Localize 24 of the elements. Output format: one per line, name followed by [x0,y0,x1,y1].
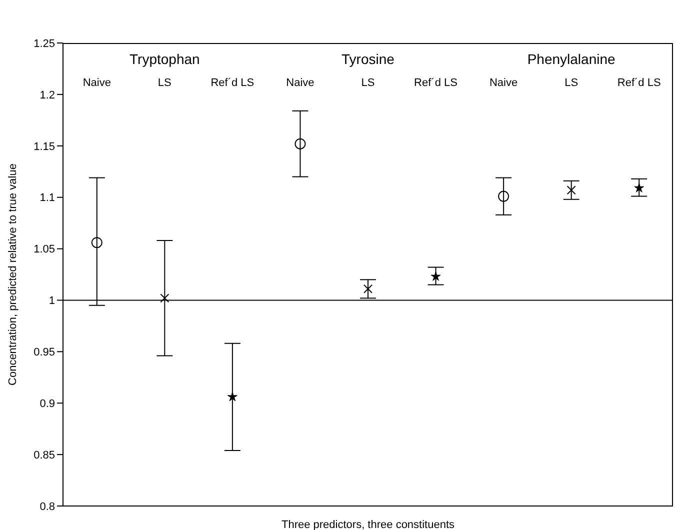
annotation: LS [360,77,376,89]
annotation: Phenylalanine [526,51,616,67]
annotation: Tryptophan [128,51,201,67]
annotation: Ref´d LS [413,77,458,89]
annotation: Naive [488,77,519,89]
y-tick-label: 0.95 [34,346,55,359]
annotation: Naive [285,77,316,89]
annotation: Naive [82,77,112,89]
y-axis-title: Concentration, predicted relative to true value [6,164,19,386]
annotation: Tyrosine [340,51,396,67]
annotation: LS [156,77,172,89]
y-tick-label: 1.15 [34,140,55,153]
y-tick-label: 1.25 [34,38,55,50]
y-tick-label: 1.2 [40,89,55,102]
y-tick-label: 0.85 [34,449,55,462]
x-axis-title: Three predictors, three constituents [281,519,456,530]
annotation: LS [564,77,580,89]
y-tick-label: 1.1 [40,192,55,204]
y-tick-label: 1.05 [34,244,55,256]
annotation: Ref´d LS [210,77,256,89]
y-tick-label: 1 [48,295,55,308]
y-tick-label: 0.8 [40,500,55,513]
y-tick-label: 0.9 [40,398,55,410]
annotation: Ref´d LS [616,77,662,89]
